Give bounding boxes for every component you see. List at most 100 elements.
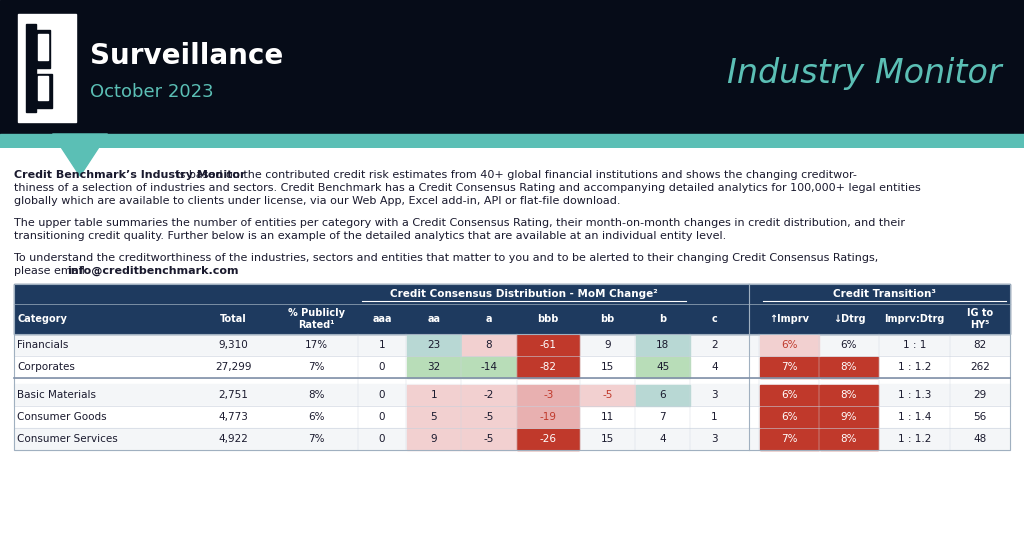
Bar [26,24,36,112]
Text: 1 : 1.4: 1 : 1.4 [898,412,931,422]
Text: 8%: 8% [841,362,857,372]
Text: 4,922: 4,922 [219,434,249,444]
Text: 1 : 1.3: 1 : 1.3 [898,390,931,400]
Text: % Publicly
Rated¹: % Publicly Rated¹ [288,308,345,330]
Text: 23: 23 [427,340,440,350]
Text: .: . [176,266,180,276]
Text: thiness of a selection of industries and sectors. Credit Benchmark has a Credit : thiness of a selection of industries and… [14,183,921,193]
Bar [38,76,48,100]
Text: 262: 262 [970,362,990,372]
Bar [14,284,1010,304]
Text: please email: please email [14,266,88,276]
Text: 6%: 6% [308,412,325,422]
Text: 29: 29 [974,390,987,400]
Bar [38,34,48,60]
Bar [14,406,1010,428]
Bar [0,134,1024,148]
Bar [462,334,516,355]
Bar [34,30,50,68]
Text: 4: 4 [659,434,666,444]
Bar [407,334,461,355]
Text: 1 : 1: 1 : 1 [903,340,927,350]
Text: transitioning credit quality. Further below is an example of the detailed analyt: transitioning credit quality. Further be… [14,231,726,241]
Text: 3: 3 [711,434,718,444]
Text: The upper table summaries the number of entities per category with a Credit Cons: The upper table summaries the number of … [14,218,905,228]
Bar [819,356,879,378]
Bar [819,429,879,449]
Text: 17%: 17% [305,340,328,350]
Bar [14,384,1010,406]
Text: info@creditbenchmark.com: info@creditbenchmark.com [68,266,239,276]
Text: 15: 15 [601,434,614,444]
Text: Category: Category [17,314,67,324]
Text: 32: 32 [427,362,440,372]
Text: 48: 48 [974,434,987,444]
Bar [407,356,461,378]
Text: 0: 0 [379,412,385,422]
Bar [462,356,516,378]
Bar [517,385,580,406]
Text: 1: 1 [430,390,437,400]
Text: To understand the creditworthiness of the industries, sectors and entities that : To understand the creditworthiness of th… [14,253,879,263]
Text: -3: -3 [543,390,553,400]
Text: 8%: 8% [841,434,857,444]
Text: 82: 82 [974,340,987,350]
Text: ↓Dtrg: ↓Dtrg [833,314,865,324]
Bar [760,385,818,406]
Text: -5: -5 [602,390,612,400]
Bar [18,14,76,122]
Text: globally which are available to clients under license, via our Web App, Excel ad: globally which are available to clients … [14,196,621,206]
Text: 1: 1 [379,340,385,350]
Text: 27,299: 27,299 [215,362,252,372]
Text: 7%: 7% [781,362,798,372]
Text: Credit Benchmark’s Industry Monitor: Credit Benchmark’s Industry Monitor [14,170,246,180]
Bar [760,356,818,378]
Text: is based on the contributed credit risk estimates from 40+ global financial inst: is based on the contributed credit risk … [173,170,857,180]
Bar [462,407,516,427]
Text: 4: 4 [711,362,718,372]
Text: a: a [485,314,493,324]
Bar [14,428,1010,450]
Text: 0: 0 [379,434,385,444]
Text: 45: 45 [656,362,670,372]
Bar [581,385,635,406]
Text: 18: 18 [656,340,670,350]
Text: 6%: 6% [781,340,798,350]
Text: Basic Materials: Basic Materials [17,390,96,400]
Text: 11: 11 [601,412,614,422]
Text: -2: -2 [483,390,495,400]
Bar [462,429,516,449]
Text: -14: -14 [480,362,498,372]
Text: 9%: 9% [841,412,857,422]
Bar [14,284,1010,450]
Text: -61: -61 [540,340,557,350]
Text: Industry Monitor: Industry Monitor [727,57,1002,90]
Bar [760,334,818,355]
Text: 7%: 7% [781,434,798,444]
Text: 5: 5 [430,412,437,422]
Text: 9,310: 9,310 [219,340,249,350]
Text: -82: -82 [540,362,557,372]
Text: 6%: 6% [841,340,857,350]
Text: 7: 7 [659,412,666,422]
Text: Corporates: Corporates [17,362,75,372]
Text: Credit Transition³: Credit Transition³ [834,289,936,299]
Text: 1 : 1.2: 1 : 1.2 [898,362,931,372]
Text: Consumer Goods: Consumer Goods [17,412,106,422]
Text: 2,751: 2,751 [219,390,249,400]
Bar [636,356,690,378]
Bar [517,407,580,427]
Text: aa: aa [427,314,440,324]
Text: -19: -19 [540,412,557,422]
Text: Consumer Services: Consumer Services [17,434,118,444]
Text: 0: 0 [379,390,385,400]
Bar [407,429,461,449]
Text: 3: 3 [711,390,718,400]
Bar [462,385,516,406]
Text: -5: -5 [483,434,495,444]
Bar [34,74,52,108]
Text: 1: 1 [711,412,718,422]
Text: 8: 8 [485,340,493,350]
Bar [636,385,690,406]
Text: 0: 0 [379,362,385,372]
